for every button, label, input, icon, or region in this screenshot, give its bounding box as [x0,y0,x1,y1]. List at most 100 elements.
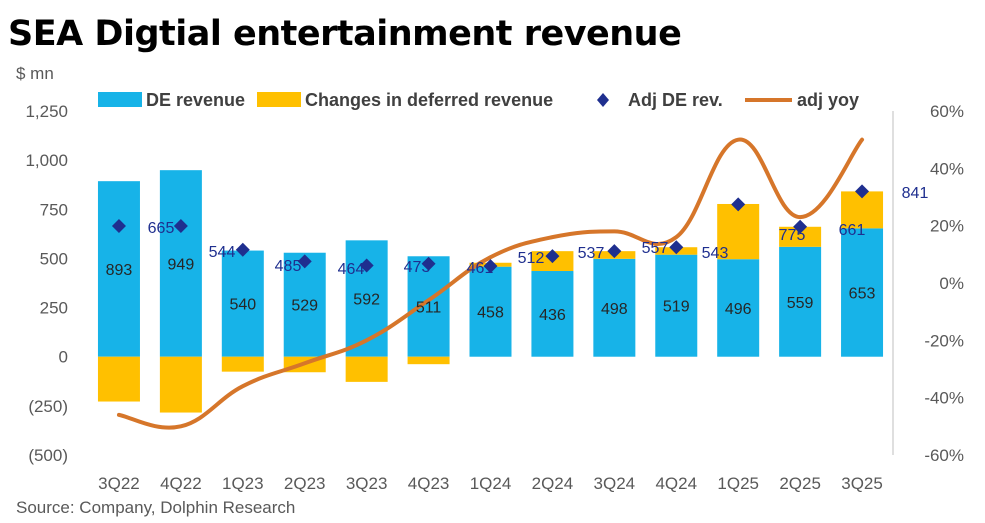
y-left-tick-label: 1,250 [25,102,68,121]
de-revenue-label: 511 [416,299,442,316]
y-left-tick-label: (500) [28,446,68,465]
de-revenue-label: 458 [477,305,504,322]
de-revenue-label: 519 [663,299,690,316]
deferred-revenue-bar [717,203,760,260]
de-revenue-label: 893 [106,262,133,279]
adj-de-marker [793,219,808,234]
de-revenue-bar [221,250,264,357]
x-tick-label: 1Q25 [717,474,759,493]
legend-label-deferred: Changes in deferred revenue [305,90,553,110]
adj-de-marker [669,240,684,255]
adj-de-marker [855,184,870,199]
adj-de-label: 537 [578,245,605,262]
y-left-tick-label: 0 [59,348,68,367]
de-revenue-label: 949 [168,256,195,273]
adj-de-label: 661 [839,222,866,239]
de-revenue-bar [159,170,202,357]
adj-de-label: 485 [275,258,302,275]
bars [97,170,884,413]
x-tick-label: 1Q24 [470,474,512,493]
y-left-tick-label: 750 [40,200,68,219]
adj-de-marker [359,258,374,273]
data-labels: 893 949 540 529 592 511 458 436 498 519 496 559 653 6… [106,185,929,324]
x-tick-label: 4Q23 [408,474,450,493]
adj-de-marker [235,242,250,257]
adj-de-label: 464 [338,261,365,278]
chart-title: SEA Digtial entertainment revenue [8,14,682,54]
de-revenue-label: 436 [539,307,566,324]
de-revenue-label: 496 [725,301,752,318]
y-right-tick-label: -60% [924,446,964,465]
de-revenue-bar [717,259,760,357]
legend: DE revenue Changes in deferred revenue Adj… [98,90,859,110]
x-tick-label: 3Q22 [98,474,140,493]
adj-de-label: 665 [148,220,175,237]
adj-de-marker [607,244,622,259]
deferred-revenue-bar [221,356,264,372]
axes: (500) (250) 0 250 500 750 1,000 1,250 -60% -40% -2… [25,102,964,493]
de-revenue-label: 540 [229,297,256,314]
de-revenue-bar [655,254,698,357]
de-revenue-label: 653 [849,286,876,303]
de-revenue-bar [469,266,512,357]
de-revenue-bar [779,246,822,357]
de-revenue-bar [97,181,140,357]
x-tick-label: 2Q24 [532,474,574,493]
unit-label: $ mn [16,64,54,83]
deferred-revenue-bar [345,356,388,382]
y-right-tick-label: -20% [924,331,964,350]
legend-label-de-revenue: DE revenue [146,90,245,110]
adj-de-marker [421,256,436,271]
y-right-tick-label: 40% [930,159,964,178]
adj-de-label: 473 [404,259,431,276]
deferred-revenue-bar [407,356,450,365]
x-tick-label: 2Q23 [284,474,326,493]
de-revenue-label: 592 [353,292,380,309]
y-left-tick-label: (250) [28,397,68,416]
de-revenue-bar [283,252,326,357]
y-right-tick-label: 0% [939,274,964,293]
y-right-tick-label: -40% [924,389,964,408]
adj-markers [111,184,870,274]
y-right-tick-label: 20% [930,217,964,236]
x-tick-label: 4Q22 [160,474,202,493]
legend-label-adj-de: Adj DE rev. [628,90,723,110]
x-tick-label: 4Q24 [655,474,697,493]
de-revenue-bar [407,256,450,357]
legend-swatch-adj-de [597,93,609,107]
adj-de-marker [483,259,498,274]
deferred-revenue-bar [97,356,140,402]
legend-swatch-deferred [257,92,301,107]
y-left-tick-label: 250 [40,299,68,318]
source-note: Source: Company, Dolphin Research [16,498,296,517]
legend-label-yoy: adj yoy [797,90,859,110]
adj-de-marker [173,218,188,233]
y-right-tick-label: 60% [930,102,964,121]
x-tick-label: 3Q24 [594,474,636,493]
adj-de-label: 543 [702,245,729,262]
deferred-revenue-bar [779,226,822,247]
legend-swatch-de-revenue [98,92,142,107]
deferred-revenue-bar [159,356,202,413]
adj-de-marker [545,249,560,264]
adj-de-label: 461 [467,260,494,277]
adj-de-label: 557 [642,240,669,257]
de-revenue-label: 498 [601,301,628,318]
de-revenue-bar [593,258,636,357]
adj-de-label: 841 [902,185,929,202]
yoy-line-group [116,137,865,430]
de-revenue-label: 559 [787,295,814,312]
x-tick-label: 2Q25 [779,474,821,493]
x-tick-label: 3Q25 [841,474,883,493]
y-left-tick-label: 500 [40,249,68,268]
yoy-line [116,137,865,430]
adj-de-marker [731,197,746,212]
adj-de-marker [111,218,126,233]
de-revenue-bar [841,228,884,357]
x-tick-label: 1Q23 [222,474,264,493]
adj-de-label: 544 [209,244,236,261]
de-revenue-bar [531,271,574,357]
de-revenue-label: 529 [291,298,318,315]
x-tick-label: 3Q23 [346,474,388,493]
